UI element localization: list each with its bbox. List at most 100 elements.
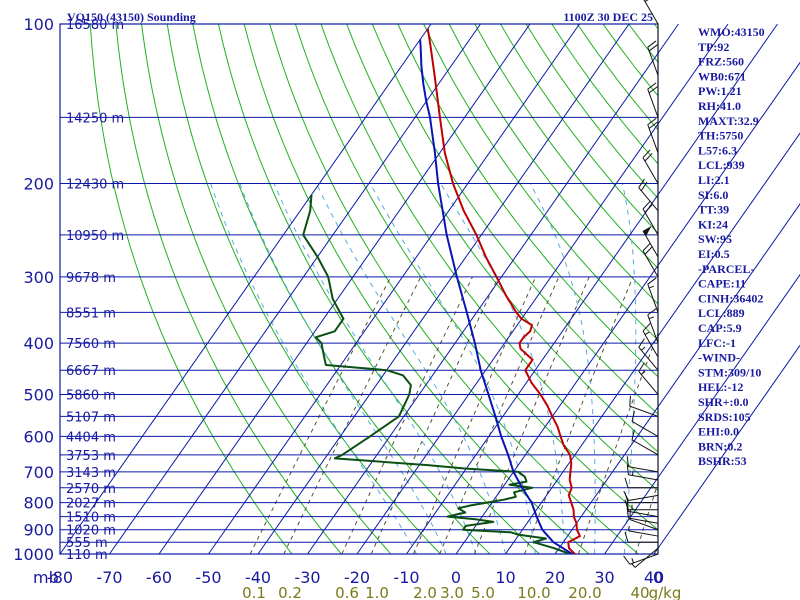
barb-flag [638, 362, 645, 372]
wind-barb [647, 40, 659, 76]
temp-tick-label: -50 [195, 568, 221, 587]
barb-staff [642, 250, 659, 278]
stat-line: LFC:-1 [698, 336, 736, 350]
barb-flag [629, 395, 631, 407]
isotherm [59, 23, 432, 555]
stat-line: EHI:0.0 [698, 425, 739, 439]
stat-line: SW:95 [698, 232, 732, 246]
dry-adiabat [474, 24, 658, 269]
wind-barb [629, 509, 659, 531]
temp-tick-label: 0 [451, 568, 461, 587]
wind-barb [623, 553, 659, 565]
barb-staff [629, 519, 659, 531]
stat-line: FRZ:560 [698, 55, 744, 69]
barb-flag [624, 477, 629, 488]
barb-staff [647, 283, 659, 313]
pressure-tick-label: 900 [23, 521, 54, 540]
barb-pennant [643, 225, 652, 237]
pressure-tick-label: 100 [23, 15, 54, 34]
stat-line: KI:24 [698, 217, 728, 231]
stat-line: EI:0.5 [698, 247, 730, 261]
barb-staff [642, 157, 659, 184]
isotherm [653, 344, 800, 555]
dry-adiabat [448, 24, 658, 305]
temp-tick-label: -80 [47, 568, 73, 587]
temp-tick-label: 10 [495, 568, 515, 587]
dry-adiabat [115, 24, 343, 554]
isotherm [307, 23, 679, 555]
pressure-tick-label: 700 [23, 463, 54, 482]
height-label: 1020 m [66, 524, 116, 539]
dry-adiabat [243, 24, 590, 554]
wind-barb [629, 395, 659, 417]
stat-line: -WIND- [698, 351, 740, 365]
height-label: 555 m [66, 536, 108, 551]
height-label: 6667 m [66, 364, 116, 379]
stat-line: TH:5750 [698, 129, 743, 143]
barb-flag [640, 181, 648, 192]
temp-tick-label-zero: 0 [653, 568, 663, 587]
stat-line: WB0:671 [698, 69, 746, 83]
barb-flag [629, 509, 631, 520]
wind-barb [638, 178, 659, 211]
barb-staff [628, 466, 659, 473]
barb-half-flag [627, 525, 630, 531]
barb-staff [631, 439, 659, 456]
barb-flag [638, 178, 645, 188]
dewpoint-line [302, 194, 576, 554]
barb-staff [638, 346, 659, 371]
mixing-ratio-line [249, 276, 392, 554]
stat-line: CAPE:11 [698, 277, 746, 291]
mixing-ratio-label: 0.2 [278, 584, 302, 600]
parcel-line [419, 39, 575, 554]
dry-adiabat [320, 24, 658, 492]
isotherm [406, 23, 778, 555]
stat-line: LCL:939 [698, 158, 745, 172]
temp-tick-label: -60 [146, 568, 172, 587]
barb-flag [647, 117, 657, 126]
barb-staff [628, 494, 659, 502]
height-label: 1510 m [66, 511, 116, 526]
pressure-unit-label: mb [33, 568, 59, 587]
mixing-ratio-label: 20.0 [568, 584, 601, 600]
dry-adiabat [141, 24, 392, 554]
mixing-ratio-line [283, 276, 422, 554]
stat-line: TP:92 [698, 40, 729, 54]
wind-barb [627, 525, 659, 537]
barb-flag [638, 338, 645, 348]
temp-tick-label: -30 [294, 568, 320, 587]
barb-staff [628, 474, 659, 481]
dry-adiabat [371, 24, 658, 415]
barb-flag [642, 200, 651, 210]
barb-half-flag [644, 331, 650, 335]
mixing-ratio-label: g/kg [649, 584, 682, 600]
barb-staff [643, 0, 659, 25]
stat-line: SHR+:0.0 [698, 395, 749, 409]
height-label: 5107 m [66, 410, 116, 425]
temp-tick-label: -20 [344, 568, 370, 587]
dry-adiabat [423, 24, 658, 341]
grid [59, 23, 800, 555]
barb-staff [638, 371, 659, 395]
barb-half-flag [640, 346, 646, 351]
height-label: 2027 m [66, 497, 116, 512]
pressure-tick-label: 300 [23, 268, 54, 287]
sounding-time: 1100Z 30 DEC 25 [563, 10, 653, 24]
height-label: 110 m [66, 548, 108, 563]
dry-adiabat [397, 24, 658, 378]
barb-flag [642, 323, 651, 332]
barb-staff [628, 510, 659, 518]
barb-staff [642, 208, 659, 236]
wind-barb [643, 0, 659, 25]
wind-barbs [623, 0, 659, 568]
height-label: 3143 m [66, 466, 116, 481]
temp-tick-label: -10 [393, 568, 419, 587]
barb-flag [626, 456, 629, 467]
mixing-ratio-label: 2.0 [413, 584, 437, 600]
moist-adiabat [621, 183, 637, 554]
isotherm [455, 61, 800, 555]
barb-flag [644, 204, 653, 213]
temp-tick-label: 40 [644, 568, 664, 587]
station-title: VQ150 (43150) Sounding [67, 10, 196, 24]
barb-staff [647, 124, 659, 153]
